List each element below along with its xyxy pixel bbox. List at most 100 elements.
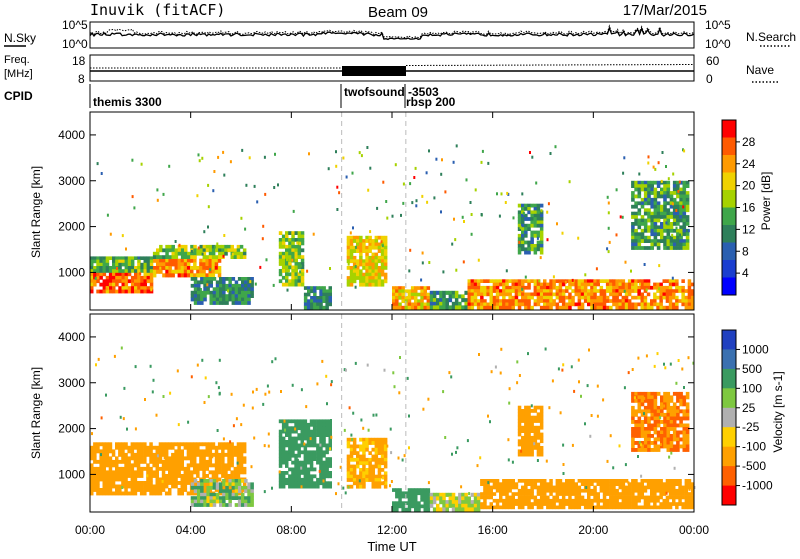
heatmap-cell [395, 507, 399, 512]
heatmap-cell [177, 262, 182, 267]
heatmap-cell [571, 502, 575, 506]
heatmap-cell [349, 471, 354, 476]
heatmap-cell [322, 286, 326, 290]
heatmap-cell [346, 454, 351, 459]
heatmap-cell [146, 477, 150, 482]
heatmap-cell [521, 412, 525, 417]
heatmap-cell [687, 498, 692, 503]
heatmap-speckle [116, 266, 118, 270]
heatmap-cell [420, 305, 424, 310]
heatmap-cell [565, 285, 569, 290]
heatmap-cell [294, 419, 298, 424]
heatmap-cell [303, 429, 308, 434]
heatmap-cell [524, 250, 528, 255]
heatmap-cell [410, 302, 415, 307]
heatmap-cell [675, 282, 679, 287]
heatmap-cell [161, 474, 166, 478]
heatmap-cell [236, 466, 241, 471]
heatmap-cell [230, 474, 234, 478]
heatmap-cell [227, 474, 231, 478]
heatmap-cell [495, 488, 500, 493]
heatmap-cell [244, 503, 248, 507]
heatmap-cell [392, 292, 396, 297]
heatmap-cell [174, 269, 178, 274]
heatmap-cell [663, 391, 667, 396]
heatmap-cell [524, 449, 528, 454]
heatmap-cell [93, 456, 97, 461]
heatmap-speckle [305, 405, 308, 409]
heatmap-cell [634, 434, 638, 438]
heatmap-speckle [506, 191, 509, 195]
heatmap-speckle [162, 395, 165, 398]
heatmap-cell [426, 292, 431, 297]
heatmap-cell [130, 442, 135, 447]
heatmap-cell [124, 484, 128, 489]
heatmap-cell [208, 488, 213, 492]
heatmap-cell [679, 211, 683, 216]
heatmap-cell [521, 223, 525, 228]
heatmap-cell [193, 466, 197, 471]
heatmap-cell [225, 297, 229, 302]
heatmap-cell [521, 302, 525, 307]
heatmap-speckle [440, 172, 443, 176]
heatmap-cell [650, 239, 654, 243]
heatmap-cell [530, 419, 534, 423]
heatmap-cell [105, 275, 110, 280]
heatmap-cell [196, 452, 200, 457]
heatmap-cell [615, 292, 619, 297]
heatmap-cell [505, 302, 509, 307]
heatmap-cell [659, 488, 663, 493]
heatmap-cell [473, 503, 478, 508]
heatmap-cell [214, 466, 219, 471]
heatmap-cell [653, 495, 657, 500]
heatmap-cell [448, 290, 453, 295]
heatmap-cell [612, 299, 616, 303]
heatmap-cell [467, 503, 471, 508]
heatmap-cell [401, 296, 405, 300]
heatmap-cell [521, 505, 525, 510]
heatmap-cell [663, 204, 667, 209]
heatmap-cell [177, 258, 182, 263]
heatmap-cell [99, 269, 103, 273]
heatmap-cell [155, 459, 159, 464]
heatmap-cell [663, 191, 667, 195]
heatmap-cell [495, 295, 500, 300]
heatmap-cell [208, 266, 212, 271]
heatmap-cell [464, 492, 468, 497]
heatmap-cell [211, 266, 216, 271]
heatmap-cell [349, 444, 354, 449]
heatmap-cell [352, 441, 357, 445]
heatmap-speckle [156, 188, 159, 192]
heatmap-cell [227, 449, 231, 454]
heatmap-cell [423, 507, 427, 512]
heatmap-speckle [398, 489, 400, 492]
heatmap-cell [669, 194, 674, 199]
heatmap-cell [511, 492, 515, 496]
heatmap-cell [663, 430, 667, 435]
heatmap-cell [631, 282, 635, 287]
heatmap-cell [685, 441, 690, 445]
heatmap-cell [300, 471, 304, 475]
heatmap-cell [105, 488, 110, 492]
heatmap-cell [236, 442, 241, 447]
heatmap-cell [93, 282, 97, 287]
heatmap-cell [530, 213, 534, 218]
heatmap-cell [121, 442, 125, 447]
heatmap-cell [294, 282, 298, 287]
heatmap-cell [121, 481, 125, 485]
heatmap-cell [237, 499, 242, 504]
heatmap-speckle [469, 201, 472, 204]
heatmap-cell [653, 218, 658, 223]
heatmap-cell [521, 446, 525, 450]
heatmap-speckle [588, 348, 590, 352]
heatmap-cell [371, 454, 375, 459]
heatmap-cell [205, 248, 210, 253]
heatmap-cell [205, 258, 209, 263]
heatmap-cell [219, 283, 223, 288]
heatmap-cell [672, 416, 677, 421]
heatmap-cell [665, 479, 670, 483]
heatmap-speckle [692, 361, 695, 365]
heatmap-cell [303, 426, 308, 431]
heatmap-cell [359, 279, 363, 284]
heatmap-cell [521, 207, 525, 211]
